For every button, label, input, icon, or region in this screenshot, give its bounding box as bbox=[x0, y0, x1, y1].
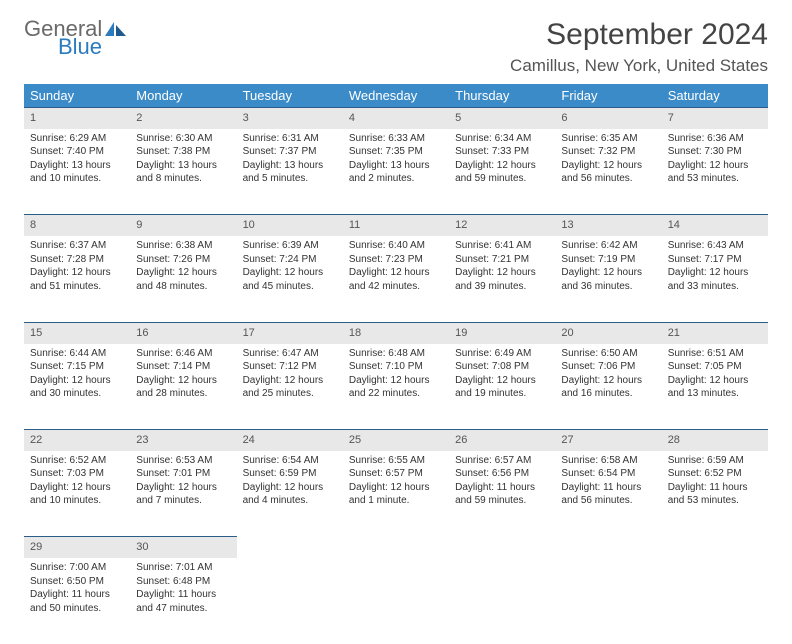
day-header: Friday bbox=[555, 84, 661, 108]
week-info-row: Sunrise: 6:52 AMSunset: 7:03 PMDaylight:… bbox=[24, 451, 768, 537]
logo-text-blue: Blue bbox=[24, 36, 128, 58]
day-info-cell: Sunrise: 6:31 AMSunset: 7:37 PMDaylight:… bbox=[237, 129, 343, 215]
day-number-cell: 20 bbox=[555, 322, 661, 343]
day-number-cell: 21 bbox=[662, 322, 768, 343]
day-info-cell: Sunrise: 6:35 AMSunset: 7:32 PMDaylight:… bbox=[555, 129, 661, 215]
day-info-cell: Sunrise: 6:36 AMSunset: 7:30 PMDaylight:… bbox=[662, 129, 768, 215]
day-info-cell: Sunrise: 6:33 AMSunset: 7:35 PMDaylight:… bbox=[343, 129, 449, 215]
day-number-cell: 15 bbox=[24, 322, 130, 343]
day-info-cell: Sunrise: 7:00 AMSunset: 6:50 PMDaylight:… bbox=[24, 558, 130, 644]
day-header: Monday bbox=[130, 84, 236, 108]
day-header: Sunday bbox=[24, 84, 130, 108]
day-number-cell: 25 bbox=[343, 430, 449, 451]
header: General Blue September 2024 Camillus, Ne… bbox=[24, 18, 768, 76]
day-header: Wednesday bbox=[343, 84, 449, 108]
calendar-table: SundayMondayTuesdayWednesdayThursdayFrid… bbox=[24, 84, 768, 644]
week-daynum-row: 2930 bbox=[24, 537, 768, 558]
day-number-cell bbox=[237, 537, 343, 558]
day-info-cell: Sunrise: 6:58 AMSunset: 6:54 PMDaylight:… bbox=[555, 451, 661, 537]
day-number-cell: 8 bbox=[24, 215, 130, 236]
day-info-cell: Sunrise: 6:50 AMSunset: 7:06 PMDaylight:… bbox=[555, 344, 661, 430]
day-number-cell: 11 bbox=[343, 215, 449, 236]
day-info-cell: Sunrise: 6:52 AMSunset: 7:03 PMDaylight:… bbox=[24, 451, 130, 537]
day-number-cell bbox=[662, 537, 768, 558]
day-number-cell: 10 bbox=[237, 215, 343, 236]
day-number-cell: 16 bbox=[130, 322, 236, 343]
day-info-cell: Sunrise: 6:37 AMSunset: 7:28 PMDaylight:… bbox=[24, 236, 130, 322]
title-block: September 2024 Camillus, New York, Unite… bbox=[510, 18, 768, 76]
day-number-cell: 23 bbox=[130, 430, 236, 451]
day-number-cell: 14 bbox=[662, 215, 768, 236]
day-number-cell: 12 bbox=[449, 215, 555, 236]
day-info-cell: Sunrise: 6:43 AMSunset: 7:17 PMDaylight:… bbox=[662, 236, 768, 322]
day-header-row: SundayMondayTuesdayWednesdayThursdayFrid… bbox=[24, 84, 768, 108]
day-info-cell: Sunrise: 6:59 AMSunset: 6:52 PMDaylight:… bbox=[662, 451, 768, 537]
week-info-row: Sunrise: 7:00 AMSunset: 6:50 PMDaylight:… bbox=[24, 558, 768, 644]
day-number-cell: 24 bbox=[237, 430, 343, 451]
week-info-row: Sunrise: 6:44 AMSunset: 7:15 PMDaylight:… bbox=[24, 344, 768, 430]
day-number-cell: 9 bbox=[130, 215, 236, 236]
day-info-cell: Sunrise: 6:51 AMSunset: 7:05 PMDaylight:… bbox=[662, 344, 768, 430]
day-number-cell: 4 bbox=[343, 108, 449, 129]
day-info-cell: Sunrise: 6:30 AMSunset: 7:38 PMDaylight:… bbox=[130, 129, 236, 215]
day-info-cell: Sunrise: 6:44 AMSunset: 7:15 PMDaylight:… bbox=[24, 344, 130, 430]
day-number-cell: 22 bbox=[24, 430, 130, 451]
day-info-cell: Sunrise: 6:57 AMSunset: 6:56 PMDaylight:… bbox=[449, 451, 555, 537]
day-number-cell bbox=[449, 537, 555, 558]
day-number-cell: 3 bbox=[237, 108, 343, 129]
day-info-cell: Sunrise: 6:42 AMSunset: 7:19 PMDaylight:… bbox=[555, 236, 661, 322]
day-number-cell: 5 bbox=[449, 108, 555, 129]
day-info-cell: Sunrise: 6:49 AMSunset: 7:08 PMDaylight:… bbox=[449, 344, 555, 430]
location: Camillus, New York, United States bbox=[510, 56, 768, 76]
day-number-cell: 28 bbox=[662, 430, 768, 451]
day-header: Tuesday bbox=[237, 84, 343, 108]
day-info-cell bbox=[449, 558, 555, 644]
day-info-cell: Sunrise: 6:29 AMSunset: 7:40 PMDaylight:… bbox=[24, 129, 130, 215]
day-number-cell: 7 bbox=[662, 108, 768, 129]
day-number-cell: 18 bbox=[343, 322, 449, 343]
day-number-cell: 1 bbox=[24, 108, 130, 129]
day-info-cell bbox=[662, 558, 768, 644]
day-number-cell: 19 bbox=[449, 322, 555, 343]
day-number-cell: 17 bbox=[237, 322, 343, 343]
day-info-cell: Sunrise: 6:55 AMSunset: 6:57 PMDaylight:… bbox=[343, 451, 449, 537]
logo: General Blue bbox=[24, 18, 128, 58]
week-daynum-row: 15161718192021 bbox=[24, 322, 768, 343]
day-info-cell bbox=[555, 558, 661, 644]
day-number-cell bbox=[555, 537, 661, 558]
day-number-cell: 13 bbox=[555, 215, 661, 236]
day-number-cell: 2 bbox=[130, 108, 236, 129]
day-info-cell: Sunrise: 6:34 AMSunset: 7:33 PMDaylight:… bbox=[449, 129, 555, 215]
day-number-cell: 30 bbox=[130, 537, 236, 558]
day-info-cell bbox=[237, 558, 343, 644]
day-info-cell: Sunrise: 6:46 AMSunset: 7:14 PMDaylight:… bbox=[130, 344, 236, 430]
day-header: Saturday bbox=[662, 84, 768, 108]
day-number-cell: 26 bbox=[449, 430, 555, 451]
month-title: September 2024 bbox=[510, 18, 768, 52]
day-info-cell: Sunrise: 6:40 AMSunset: 7:23 PMDaylight:… bbox=[343, 236, 449, 322]
day-info-cell: Sunrise: 6:48 AMSunset: 7:10 PMDaylight:… bbox=[343, 344, 449, 430]
day-info-cell: Sunrise: 6:38 AMSunset: 7:26 PMDaylight:… bbox=[130, 236, 236, 322]
week-daynum-row: 891011121314 bbox=[24, 215, 768, 236]
day-number-cell: 6 bbox=[555, 108, 661, 129]
day-number-cell: 27 bbox=[555, 430, 661, 451]
day-info-cell: Sunrise: 7:01 AMSunset: 6:48 PMDaylight:… bbox=[130, 558, 236, 644]
day-info-cell: Sunrise: 6:41 AMSunset: 7:21 PMDaylight:… bbox=[449, 236, 555, 322]
day-info-cell bbox=[343, 558, 449, 644]
week-info-row: Sunrise: 6:29 AMSunset: 7:40 PMDaylight:… bbox=[24, 129, 768, 215]
week-info-row: Sunrise: 6:37 AMSunset: 7:28 PMDaylight:… bbox=[24, 236, 768, 322]
day-number-cell: 29 bbox=[24, 537, 130, 558]
week-daynum-row: 1234567 bbox=[24, 108, 768, 129]
day-info-cell: Sunrise: 6:53 AMSunset: 7:01 PMDaylight:… bbox=[130, 451, 236, 537]
day-info-cell: Sunrise: 6:54 AMSunset: 6:59 PMDaylight:… bbox=[237, 451, 343, 537]
day-number-cell bbox=[343, 537, 449, 558]
day-header: Thursday bbox=[449, 84, 555, 108]
week-daynum-row: 22232425262728 bbox=[24, 430, 768, 451]
day-info-cell: Sunrise: 6:47 AMSunset: 7:12 PMDaylight:… bbox=[237, 344, 343, 430]
day-info-cell: Sunrise: 6:39 AMSunset: 7:24 PMDaylight:… bbox=[237, 236, 343, 322]
